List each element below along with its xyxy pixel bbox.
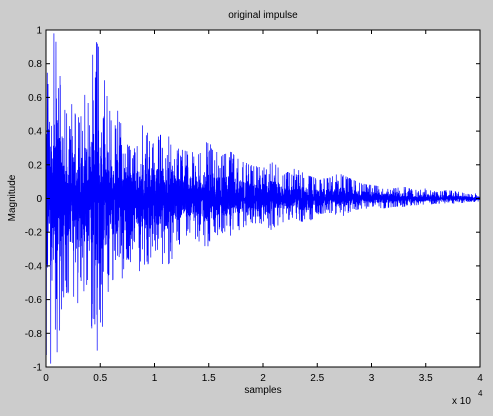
y-tick-label: 1 <box>36 26 42 37</box>
y-tick-label: -1 <box>33 363 42 374</box>
y-tick-label: 0.6 <box>28 93 42 104</box>
x-exponent-label: x 10 <box>452 396 471 407</box>
x-tick-label: 2 <box>260 373 266 384</box>
series-layer <box>45 33 481 364</box>
y-tick-label: 0.4 <box>28 127 42 138</box>
x-tick-label: 4 <box>477 373 483 384</box>
y-axis-label: Magnitude <box>7 174 18 221</box>
x-axis-label: samples <box>244 385 281 396</box>
chart-title: original impulse <box>228 10 298 21</box>
x-tick-label: 0 <box>43 373 49 384</box>
x-tick-label: 3 <box>369 373 375 384</box>
y-tick-label: -0.8 <box>25 329 43 340</box>
x-tick-label: 1.5 <box>202 373 216 384</box>
x-exponent-power: 4 <box>478 389 483 398</box>
y-tick-label: 0.2 <box>28 160 42 171</box>
x-tick-label: 0.5 <box>93 373 107 384</box>
y-tick-label: 0.8 <box>28 59 42 70</box>
x-tick-label: 3.5 <box>419 373 433 384</box>
x-tick-label: 2.5 <box>310 373 324 384</box>
y-tick-label: -0.4 <box>25 261 43 272</box>
y-tick-label: -0.6 <box>25 295 43 306</box>
y-tick-label: 0 <box>36 194 42 205</box>
x-tick-label: 1 <box>152 373 158 384</box>
tick-layer: 0 0.5 1 1.5 2 2.5 3 3.5 4 -1 -0.8 -0.6 -0.4 -0.2 0 0.2 0… <box>25 26 483 385</box>
y-tick-label: -0.2 <box>25 228 43 239</box>
series-line <box>45 33 481 364</box>
